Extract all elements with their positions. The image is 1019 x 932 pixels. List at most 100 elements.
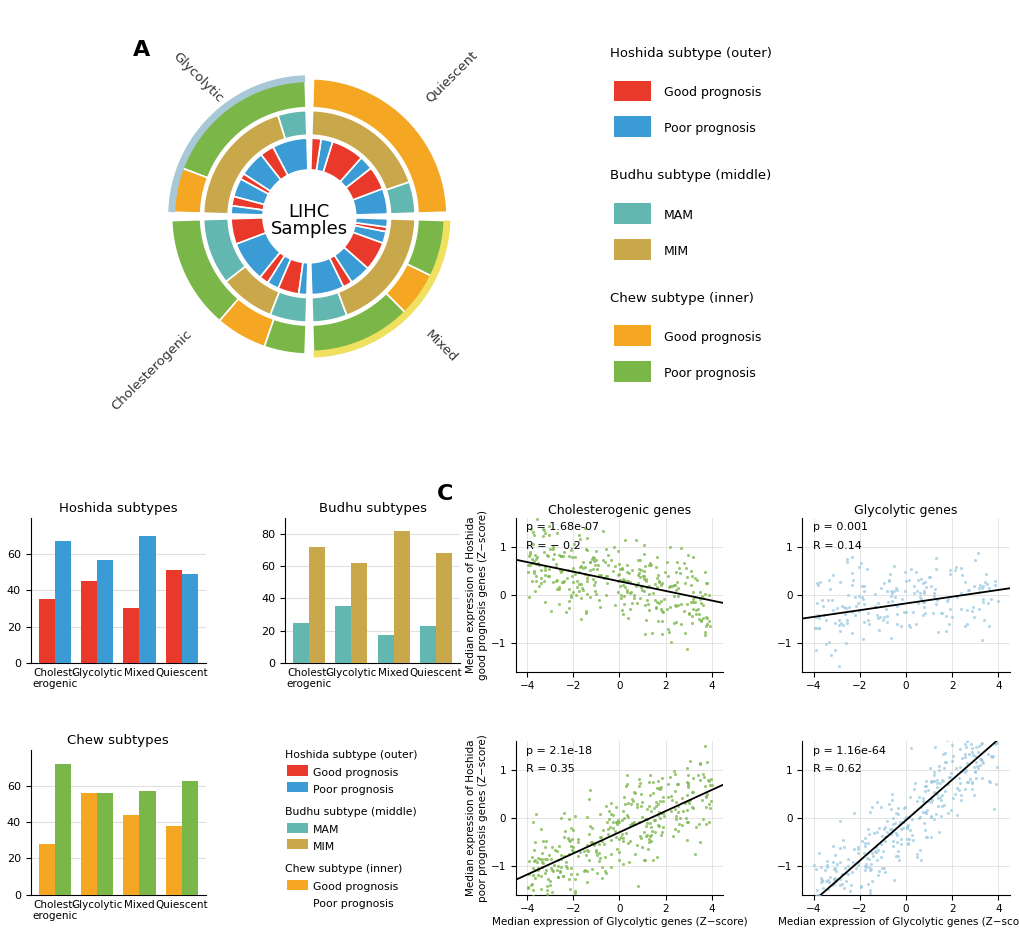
Point bbox=[534, 528, 550, 543]
Point bbox=[918, 829, 934, 844]
Point bbox=[669, 598, 686, 613]
Point bbox=[544, 551, 560, 566]
Text: Cholesterogenic: Cholesterogenic bbox=[109, 328, 195, 413]
Point bbox=[576, 864, 592, 879]
Point bbox=[692, 614, 708, 629]
Point bbox=[520, 589, 536, 604]
Point bbox=[583, 552, 599, 567]
Point bbox=[630, 778, 646, 793]
Point bbox=[595, 570, 611, 585]
Point bbox=[525, 566, 541, 581]
Point bbox=[640, 578, 656, 593]
Point bbox=[876, 601, 893, 616]
Point bbox=[818, 592, 835, 607]
Point bbox=[835, 880, 851, 895]
Point bbox=[573, 581, 589, 596]
Point bbox=[669, 824, 686, 839]
Point bbox=[869, 867, 886, 882]
Point bbox=[855, 614, 871, 629]
Point bbox=[809, 578, 825, 593]
Bar bbox=[613, 80, 651, 102]
Point bbox=[624, 816, 640, 831]
Point bbox=[664, 829, 681, 843]
Text: R = − 0.2: R = − 0.2 bbox=[526, 541, 580, 551]
Polygon shape bbox=[264, 319, 306, 354]
Point bbox=[830, 891, 847, 906]
Point bbox=[669, 776, 686, 791]
Point bbox=[680, 548, 696, 563]
Point bbox=[538, 878, 554, 893]
Point bbox=[817, 637, 834, 651]
Point bbox=[594, 870, 610, 885]
Polygon shape bbox=[337, 219, 415, 315]
Point bbox=[922, 829, 938, 844]
Point bbox=[957, 781, 973, 796]
Point bbox=[637, 819, 653, 834]
Point bbox=[662, 635, 679, 650]
Point bbox=[521, 548, 537, 563]
Point bbox=[571, 844, 587, 859]
Text: MIM: MIM bbox=[313, 842, 335, 852]
Point bbox=[558, 860, 575, 875]
Point bbox=[876, 865, 893, 880]
Point bbox=[858, 851, 874, 866]
Point bbox=[855, 579, 871, 594]
Point bbox=[562, 820, 579, 835]
Point bbox=[581, 792, 597, 807]
Point bbox=[915, 605, 931, 620]
Point bbox=[872, 849, 889, 864]
Bar bbox=[123, 815, 140, 895]
Text: Hoshida subtype (outer): Hoshida subtype (outer) bbox=[609, 47, 771, 60]
Point bbox=[690, 607, 706, 622]
Point bbox=[554, 549, 571, 564]
Point bbox=[963, 730, 979, 745]
Text: Mixed: Mixed bbox=[422, 328, 459, 364]
Point bbox=[524, 883, 540, 898]
Point bbox=[559, 830, 576, 845]
Point bbox=[908, 793, 924, 808]
Point bbox=[610, 567, 627, 582]
Point bbox=[809, 887, 825, 902]
Point bbox=[579, 844, 595, 859]
Point bbox=[882, 589, 899, 604]
Point bbox=[667, 598, 684, 613]
Point bbox=[928, 775, 945, 790]
Point bbox=[953, 568, 969, 582]
Point bbox=[635, 853, 651, 868]
Point bbox=[902, 561, 918, 576]
Point bbox=[567, 871, 583, 886]
Point bbox=[527, 573, 543, 588]
Point bbox=[912, 571, 928, 586]
Point bbox=[963, 776, 979, 791]
Point bbox=[809, 608, 825, 623]
Point bbox=[678, 561, 694, 576]
Polygon shape bbox=[353, 226, 386, 243]
Point bbox=[828, 857, 845, 871]
Point bbox=[908, 849, 924, 864]
Point bbox=[650, 596, 666, 610]
Point bbox=[880, 797, 897, 812]
Point bbox=[587, 843, 603, 857]
Point bbox=[582, 783, 598, 798]
Point bbox=[698, 616, 714, 631]
Point bbox=[661, 540, 678, 555]
Point bbox=[667, 795, 684, 810]
Point bbox=[561, 882, 578, 897]
Point bbox=[935, 783, 952, 798]
Point bbox=[958, 733, 974, 748]
Point bbox=[871, 837, 888, 852]
Point bbox=[647, 601, 663, 616]
Point bbox=[811, 575, 827, 590]
Point bbox=[911, 843, 927, 858]
Point bbox=[548, 582, 565, 596]
Point bbox=[696, 586, 712, 601]
Point bbox=[624, 563, 640, 578]
Point bbox=[700, 774, 716, 788]
Point bbox=[659, 569, 676, 583]
Bar bbox=[613, 203, 651, 224]
Point bbox=[886, 816, 902, 830]
Point bbox=[810, 845, 826, 860]
Point bbox=[662, 789, 679, 804]
Point bbox=[635, 538, 651, 553]
Point bbox=[660, 580, 677, 595]
